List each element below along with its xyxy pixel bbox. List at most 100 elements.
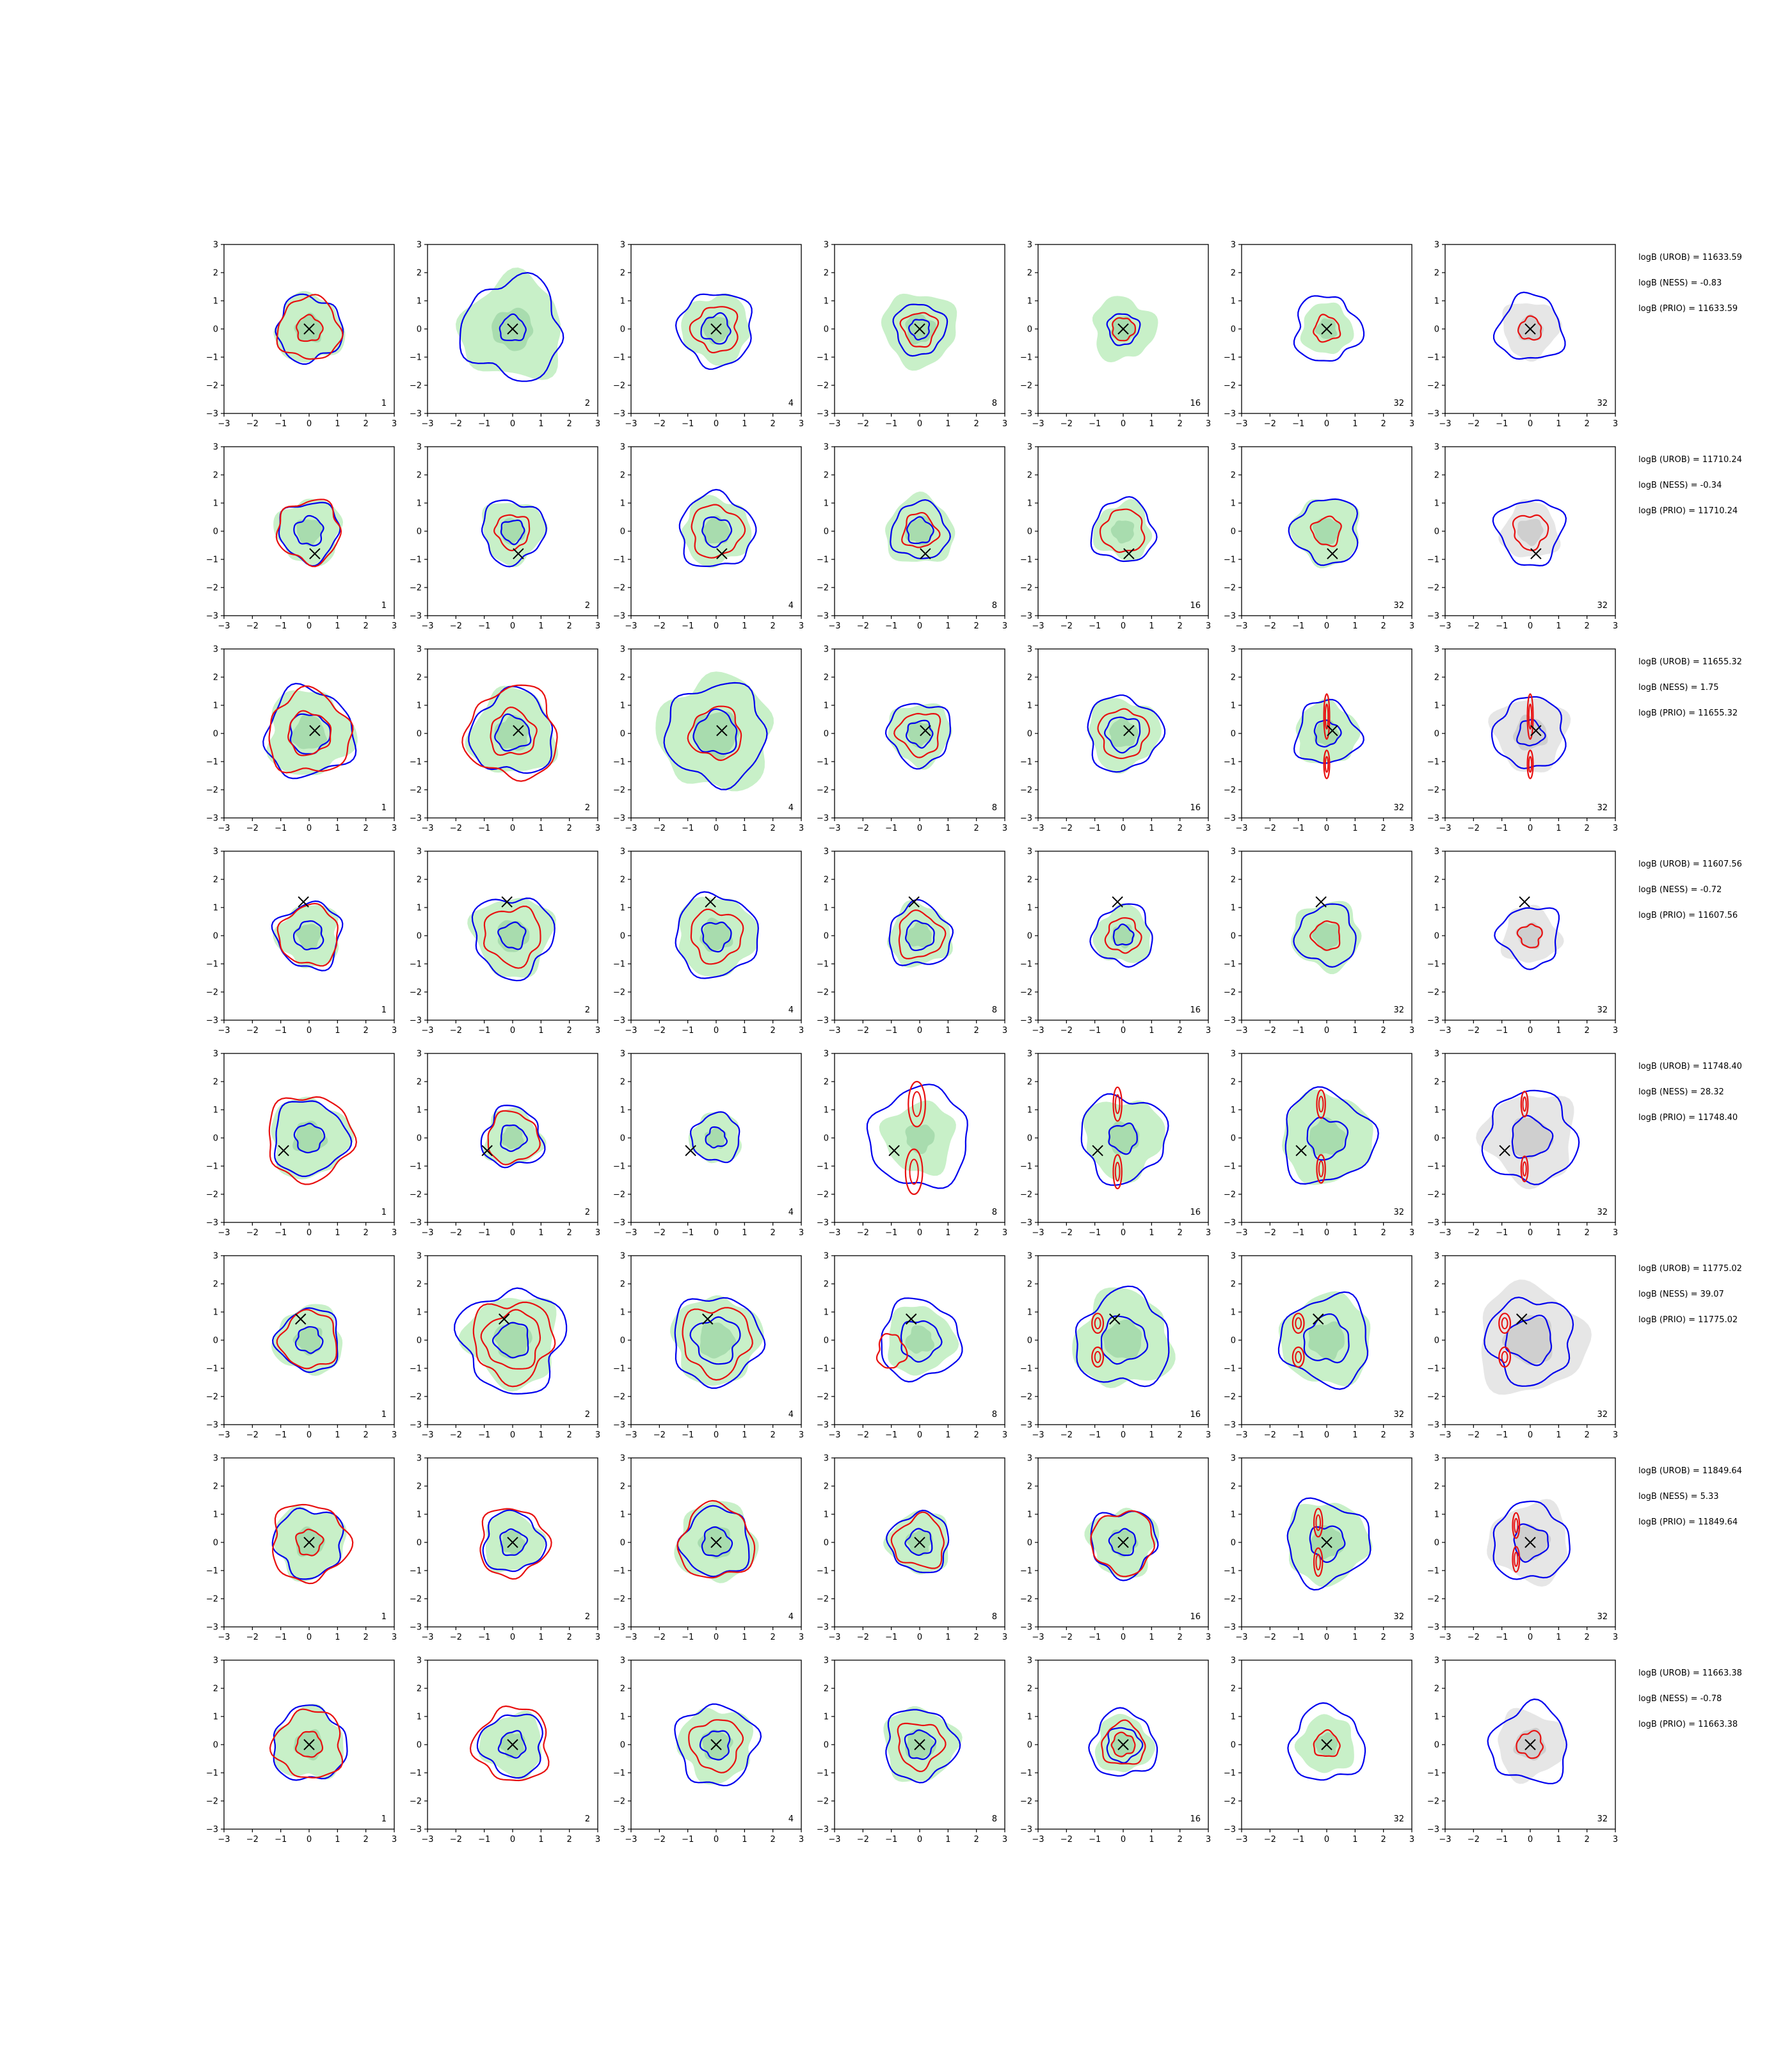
true-location-marker [1530, 724, 1542, 737]
panel-corner-label: 4 [788, 1005, 794, 1015]
y-tick-label: 1 [1434, 1308, 1439, 1318]
x-tick-label: −1 [885, 1633, 897, 1642]
y-tick-label: 2 [824, 471, 829, 481]
y-tick-label: −3 [817, 1421, 829, 1430]
y-tick-label: 1 [620, 1510, 625, 1520]
x-tick-label: 1 [1352, 1228, 1357, 1238]
true-location-marker [513, 724, 524, 737]
y-tick-label: −3 [1427, 1219, 1439, 1228]
y-tick-label: 0 [1231, 325, 1236, 335]
x-tick-label: −2 [1468, 1835, 1480, 1844]
y-tick-label: 2 [1434, 1078, 1439, 1087]
x-tick-label: 2 [771, 621, 776, 631]
panel-r5-c1: −3−3 −2 −2 −1 −1 0 0 1 1 2 2 3 3 1 [206, 1050, 397, 1238]
blue-contour [1112, 923, 1135, 946]
y-tick-label: −3 [206, 410, 218, 419]
red-contour [687, 705, 742, 762]
x-tick-label: −1 [885, 824, 897, 833]
blue-contour [1288, 498, 1359, 566]
x-tick-label: 1 [1352, 824, 1357, 833]
x-tick-label: 2 [1585, 1835, 1590, 1844]
y-tick-label: 3 [824, 847, 829, 857]
y-tick-label: 0 [824, 932, 829, 941]
panel-corner-label: 2 [585, 803, 590, 813]
true-location-marker [1123, 548, 1135, 559]
x-tick-label: 2 [567, 1228, 572, 1238]
true-location-marker [481, 1145, 493, 1156]
blue-contour [886, 1509, 950, 1574]
true-location-marker [513, 548, 524, 559]
panel-r3-c6: −3−3 −2 −2 −1 −1 0 0 1 1 2 2 3 3 32 [1224, 645, 1414, 834]
y-tick-label: −1 [1224, 1567, 1236, 1576]
y-tick-label: 3 [1434, 443, 1439, 452]
logb-urob-text: logB (UROB) = 11655.32 [1638, 657, 1742, 667]
y-tick-label: 2 [1231, 1280, 1236, 1290]
stats-row-7: logB (UROB) = 11849.64 logB (NESS) = 5.33… [1638, 1467, 1742, 1544]
y-tick-label: 0 [1231, 1134, 1236, 1144]
y-tick-label: −3 [817, 1623, 829, 1633]
red-contour [269, 1708, 344, 1779]
x-tick-label: −2 [857, 1430, 869, 1440]
blue-contour [884, 703, 951, 770]
x-tick-label: 1 [742, 1633, 747, 1642]
true-location-marker [920, 724, 931, 737]
x-tick-label: 3 [595, 419, 600, 429]
green-density-core [296, 519, 324, 547]
panel-corner-label: 4 [788, 399, 794, 408]
x-tick-label: −2 [1468, 621, 1480, 631]
panel-corner-label: 1 [381, 1208, 387, 1217]
green-density-core [905, 515, 934, 546]
y-tick-label: −2 [1427, 584, 1439, 593]
y-tick-label: −2 [410, 786, 422, 796]
green-density-core [1311, 922, 1340, 952]
true-location-marker [1321, 323, 1332, 335]
x-tick-label: 0 [307, 824, 312, 833]
x-tick-label: 3 [1206, 621, 1211, 631]
green-density-core [698, 1526, 731, 1559]
blue-contour [500, 1124, 529, 1152]
red-contour [1112, 317, 1136, 342]
blue-contour [1286, 1497, 1372, 1591]
x-tick-label: 1 [1352, 1026, 1357, 1036]
true-location-marker [294, 1313, 307, 1325]
blue-contour [1277, 1291, 1369, 1390]
x-tick-label: 2 [771, 1228, 776, 1238]
y-tick-label: 0 [620, 730, 625, 739]
y-tick-label: 3 [1231, 645, 1236, 655]
x-tick-label: −3 [1032, 1633, 1044, 1642]
red-contour-lobe-inner [1114, 1094, 1121, 1114]
red-contour [893, 712, 941, 758]
y-tick-label: 2 [1231, 269, 1236, 278]
x-tick-label: 1 [742, 1228, 747, 1238]
y-tick-label: 3 [213, 1454, 218, 1464]
y-tick-label: 0 [1027, 1134, 1032, 1144]
x-tick-label: 1 [538, 824, 543, 833]
x-tick-label: −2 [1468, 1026, 1480, 1036]
x-tick-label: 1 [1352, 1633, 1357, 1642]
blue-contour [675, 293, 753, 370]
y-tick-label: 2 [213, 1280, 218, 1290]
x-tick-label: −1 [885, 1430, 897, 1440]
y-tick-label: −1 [1427, 1769, 1439, 1779]
x-tick-label: 1 [742, 419, 747, 429]
blue-contour [1293, 903, 1357, 968]
red-contour [1110, 1731, 1136, 1757]
y-tick-label: 2 [1027, 876, 1032, 885]
y-tick-label: −1 [1224, 1364, 1236, 1374]
x-tick-label: 0 [714, 1228, 719, 1238]
panel-r2-c5: −3−3 −2 −2 −1 −1 0 0 1 1 2 2 3 3 16 [1020, 443, 1211, 632]
red-contour [483, 905, 541, 969]
true-location-marker [1117, 1537, 1129, 1548]
y-tick-label: −2 [817, 1797, 829, 1807]
y-tick-label: 2 [620, 471, 625, 481]
x-tick-label: 1 [1352, 1835, 1357, 1844]
blue-contour [482, 1509, 547, 1572]
blue-contour [1089, 903, 1153, 968]
x-tick-label: −3 [218, 1835, 230, 1844]
x-tick-label: 3 [1409, 1026, 1414, 1036]
x-tick-label: 1 [742, 824, 747, 833]
logb-prio-text: logB (PRIO) = 11748.40 [1638, 1113, 1738, 1123]
x-tick-label: 0 [1324, 1026, 1329, 1036]
y-tick-label: 3 [417, 1454, 422, 1464]
